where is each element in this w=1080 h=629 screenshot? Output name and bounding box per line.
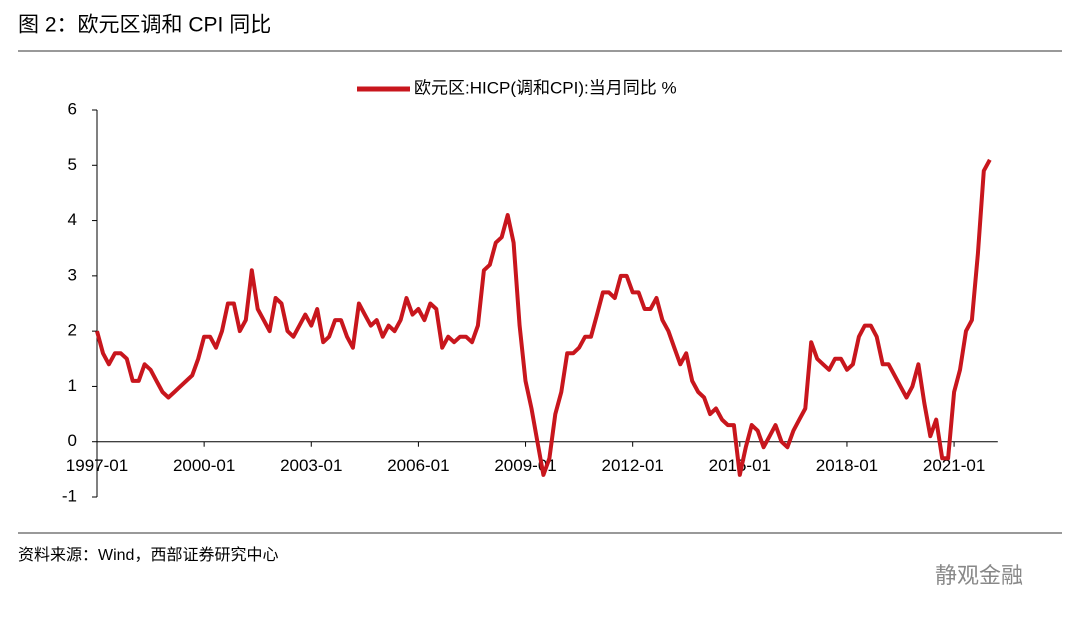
- x-tick-label: 2003-01: [280, 456, 342, 475]
- legend-label: 欧元区:HICP(调和CPI):当月同比 %: [414, 78, 677, 97]
- y-tick-label: 4: [68, 210, 77, 229]
- y-tick-label: -1: [62, 486, 77, 505]
- y-tick-label: 5: [68, 155, 77, 174]
- y-tick-label: 0: [68, 431, 77, 450]
- y-tick-label: 6: [68, 99, 77, 118]
- y-tick-label: 3: [68, 265, 77, 284]
- x-tick-label: 2006-01: [387, 456, 449, 475]
- x-tick-label: 2012-01: [601, 456, 663, 475]
- x-tick-label: 2021-01: [923, 456, 985, 475]
- y-tick-label: 2: [68, 321, 77, 340]
- data-line: [95, 158, 992, 477]
- x-tick-label: 2000-01: [173, 456, 235, 475]
- x-tick-label: 1997-01: [66, 456, 128, 475]
- source-note: 资料来源：Wind，西部证券研究中心: [18, 546, 278, 564]
- chart-title: 图 2：欧元区调和 CPI 同比: [18, 14, 271, 37]
- x-tick-label: 2018-01: [816, 456, 878, 475]
- watermark: 静观金融: [935, 563, 1023, 588]
- y-tick-label: 1: [68, 376, 77, 395]
